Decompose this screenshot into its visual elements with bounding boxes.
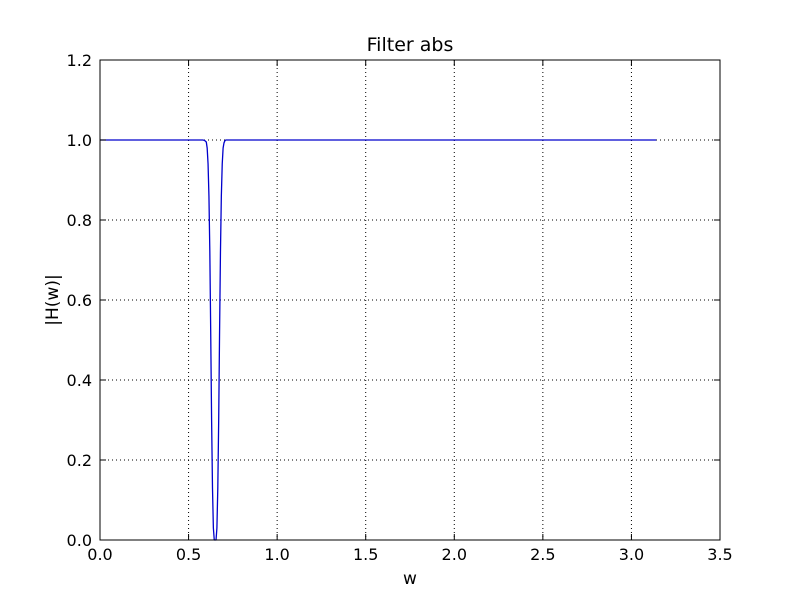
y-axis-label: |H(w)| xyxy=(43,274,63,325)
x-axis-label: w xyxy=(403,569,417,589)
x-tick-label: 3.5 xyxy=(707,545,732,564)
y-tick-label: 0.2 xyxy=(67,451,92,470)
series-line xyxy=(100,139,657,541)
grid-lines xyxy=(100,60,720,540)
x-tick-label: 2.5 xyxy=(530,545,555,564)
chart-title: Filter abs xyxy=(367,34,454,56)
x-tick-label: 0.5 xyxy=(176,545,201,564)
x-tick-label: 1.0 xyxy=(264,545,289,564)
y-axis: 0.0 0.2 0.4 0.6 0.8 1.0 1.2 xyxy=(67,51,720,550)
y-tick-label: 0.6 xyxy=(67,291,92,310)
y-tick-label: 0.8 xyxy=(67,211,92,230)
y-tick-label: 0.0 xyxy=(67,531,92,550)
x-axis: 0.0 0.5 1.0 1.5 2.0 2.5 3.0 3.5 xyxy=(87,60,733,564)
plot-area xyxy=(100,139,657,541)
y-tick-label: 1.0 xyxy=(67,131,92,150)
x-tick-label: 1.5 xyxy=(353,545,378,564)
y-tick-label: 0.4 xyxy=(67,371,92,390)
x-tick-label: 0.0 xyxy=(87,545,112,564)
x-tick-label: 2.0 xyxy=(442,545,467,564)
y-tick-label: 1.2 xyxy=(67,51,92,70)
x-tick-label: 3.0 xyxy=(619,545,644,564)
